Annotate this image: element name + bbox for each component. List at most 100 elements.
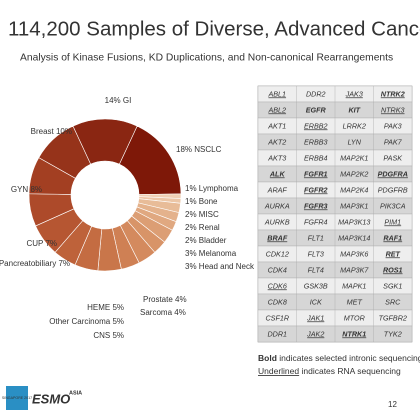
table-cell: NTRK3 bbox=[381, 105, 405, 114]
table-cell: MAP3K14 bbox=[338, 233, 370, 242]
table-cell: RAF1 bbox=[383, 233, 402, 242]
table-cell: CDK8 bbox=[268, 297, 287, 306]
table-cell: ERBB2 bbox=[304, 121, 328, 130]
note-key: Bold bbox=[258, 353, 277, 363]
table-cell: NTRK1 bbox=[342, 329, 366, 338]
table-cell: FLT3 bbox=[308, 249, 324, 258]
value-label: 3% bbox=[185, 262, 197, 271]
note-text: indicates RNA sequencing bbox=[299, 366, 401, 376]
slice-label: 1% Bone bbox=[185, 197, 218, 206]
category-label: Prostate bbox=[143, 295, 173, 304]
table-cell: BRAF bbox=[267, 233, 288, 242]
slice-label: Breast 10% bbox=[31, 127, 72, 136]
table-cell: KIT bbox=[348, 105, 360, 114]
table-cell: MAP3K1 bbox=[340, 201, 368, 210]
note-key: Underlined bbox=[258, 366, 299, 376]
table-cell: EGFR bbox=[306, 105, 327, 114]
table-cell: MAP3K6 bbox=[340, 249, 368, 258]
table-cell: PIK3CA bbox=[380, 201, 406, 210]
table-cell: PAK3 bbox=[384, 121, 402, 130]
slice-label: GYN 8% bbox=[11, 185, 42, 194]
table-cell: LRRK2 bbox=[343, 121, 366, 130]
value-label: 14% bbox=[105, 96, 121, 105]
chart-subtitle: Analysis of Kinase Fusions, KD Duplicati… bbox=[20, 53, 393, 64]
table-cell: ABL2 bbox=[267, 105, 286, 114]
slice-label: Sarcoma 4% bbox=[140, 308, 186, 317]
category-label: HEME bbox=[87, 303, 110, 312]
table-cell: FGFR1 bbox=[304, 169, 328, 178]
category-label: Melanoma bbox=[199, 249, 237, 258]
value-label: 4% bbox=[175, 295, 187, 304]
logo: ESMO bbox=[32, 391, 70, 406]
table-cell: FGFR3 bbox=[304, 201, 328, 210]
slice-label: CNS 5% bbox=[93, 331, 124, 340]
table-cell: SRC bbox=[385, 297, 401, 306]
category-label: Sarcoma bbox=[140, 308, 173, 317]
value-label: 7% bbox=[45, 239, 57, 248]
table-cell: MAP2K4 bbox=[340, 185, 368, 194]
value-label: 18% bbox=[176, 145, 192, 154]
table-cell: MAP3K7 bbox=[340, 265, 369, 274]
table-cell: MET bbox=[347, 297, 363, 306]
table-cell: FLT1 bbox=[308, 233, 324, 242]
slice-label: 3% Melanoma bbox=[185, 249, 237, 258]
page-number: 12 bbox=[388, 400, 397, 409]
value-label: 1% bbox=[185, 184, 197, 193]
category-label: GYN bbox=[11, 185, 29, 194]
category-label: Bone bbox=[199, 197, 218, 206]
table-cell: AKT3 bbox=[267, 153, 286, 162]
slice bbox=[72, 118, 138, 165]
table-cell: LYN bbox=[348, 137, 362, 146]
table-cell: TGFBR2 bbox=[379, 313, 407, 322]
table-cell: MAP2K1 bbox=[340, 153, 368, 162]
category-label: Lymphoma bbox=[199, 184, 239, 193]
category-label: CNS bbox=[93, 331, 110, 340]
table-cell: AURKB bbox=[264, 217, 290, 226]
table-cell: NTRK2 bbox=[381, 89, 405, 98]
table-cell: CSF1R bbox=[265, 313, 289, 322]
table-cell: MTOR bbox=[344, 313, 365, 322]
value-label: 5% bbox=[112, 331, 124, 340]
table-cell: ICK bbox=[310, 297, 323, 306]
category-label: Pancreatobiliary bbox=[0, 259, 56, 268]
category-label: Breast bbox=[31, 127, 55, 136]
category-label: Renal bbox=[199, 223, 220, 232]
slice-label: 1% Lymphoma bbox=[185, 184, 239, 193]
slice-label: Pancreatobiliary 7% bbox=[0, 259, 70, 268]
table-cell: PDGFRB bbox=[378, 185, 408, 194]
value-label: 2% bbox=[185, 236, 197, 245]
table-cell: CDK4 bbox=[268, 265, 287, 274]
note: Underlined indicates RNA sequencing bbox=[258, 366, 401, 376]
table-cell: MAP3K13 bbox=[338, 217, 370, 226]
value-label: 5% bbox=[112, 317, 124, 326]
slice-label: 2% Bladder bbox=[185, 236, 227, 245]
table-cell: MAPK1 bbox=[342, 281, 366, 290]
value-label: 1% bbox=[185, 197, 197, 206]
table-cell: JAK1 bbox=[306, 313, 324, 322]
category-label: Bladder bbox=[199, 236, 227, 245]
category-label: Other Carcinoma bbox=[49, 317, 110, 326]
category-label: CUP bbox=[26, 239, 43, 248]
value-label: 2% bbox=[185, 223, 197, 232]
slice-label: CUP 7% bbox=[26, 239, 57, 248]
category-label: MISC bbox=[199, 210, 219, 219]
value-label: 7% bbox=[58, 259, 70, 268]
slice-label: 3% Head and Neck bbox=[185, 262, 255, 271]
table-cell: DDR1 bbox=[267, 329, 287, 338]
note: Bold indicates selected intronic sequenc… bbox=[258, 353, 420, 363]
category-label: NSCLC bbox=[194, 145, 221, 154]
table-cell: PDGFRA bbox=[378, 169, 408, 178]
table-cell: FLT4 bbox=[308, 265, 324, 274]
slice-label: HEME 5% bbox=[87, 303, 124, 312]
table-cell: MAP2K2 bbox=[340, 169, 368, 178]
value-label: 4% bbox=[174, 308, 186, 317]
table-cell: ALK bbox=[269, 169, 286, 178]
table-cell: ABL1 bbox=[267, 89, 286, 98]
table-cell: PASK bbox=[383, 153, 403, 162]
table-cell: FGFR2 bbox=[304, 185, 328, 194]
table-cell: JAK2 bbox=[306, 329, 324, 338]
slice-label: Prostate 4% bbox=[143, 295, 187, 304]
table-cell: TYK2 bbox=[384, 329, 402, 338]
